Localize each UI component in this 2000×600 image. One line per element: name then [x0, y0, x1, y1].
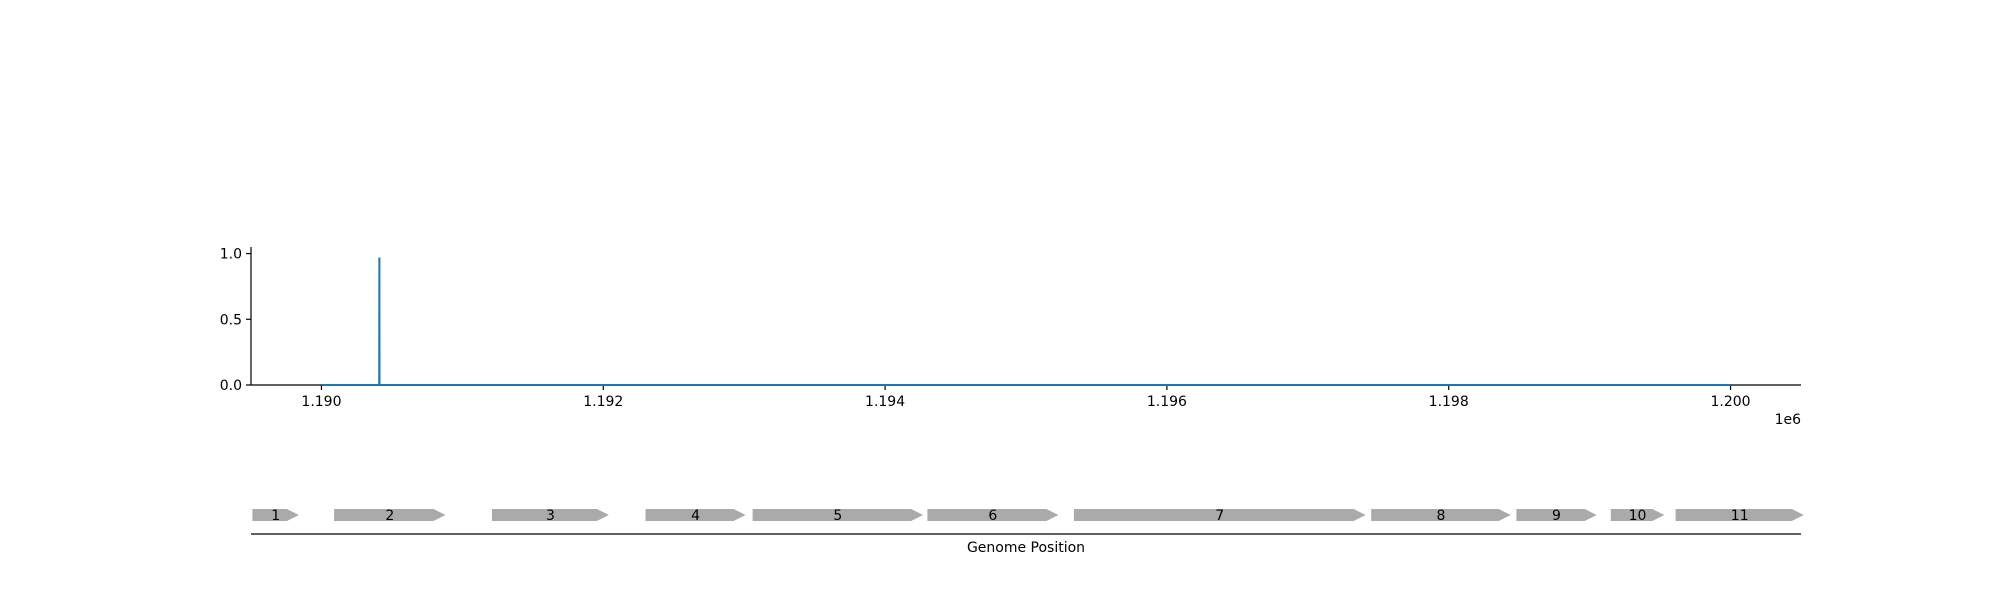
x-tick-label: 1.192	[583, 394, 623, 410]
gene-arrow	[252, 509, 299, 521]
gene-arrow	[752, 509, 924, 521]
gene-label: 6	[988, 508, 997, 524]
gene-arrow	[1073, 509, 1366, 521]
gene-arrow	[1610, 509, 1665, 521]
x-axis-label: Genome Position	[967, 540, 1085, 556]
gene-label: 1	[271, 508, 280, 524]
coverage-line	[321, 257, 1731, 386]
gene-label: 4	[691, 508, 700, 524]
x-tick-label: 1.198	[1429, 394, 1469, 410]
gene-label: 7	[1215, 508, 1224, 524]
gene-label: 9	[1552, 508, 1561, 524]
gene-arrows: 1 2 3 4 5 6 7 8 9 10 11	[252, 508, 1804, 524]
gene-label: 8	[1437, 508, 1446, 524]
x-tick-label: 1.190	[301, 394, 341, 410]
gene-arrow	[927, 509, 1059, 521]
y-tick-label: 0.0	[220, 378, 242, 394]
gene-label: 10	[1629, 508, 1647, 524]
x-ticks: 1.190 1.192 1.194 1.196 1.198 1.200	[301, 385, 1751, 410]
gene-track: 1 2 3 4 5 6 7 8 9 10 11 Genome Position	[251, 508, 1804, 556]
y-tick-label: 0.5	[220, 312, 242, 328]
x-tick-label: 1.200	[1710, 394, 1750, 410]
gene-arrow	[492, 509, 609, 521]
x-offset-label: 1e6	[1775, 412, 1802, 428]
coverage-plot: 0.0 0.5 1.0 1.190 1.192 1.194 1.196 1.198 1.200…	[220, 247, 1801, 428]
coverage-series	[321, 257, 1731, 386]
x-tick-label: 1.196	[1147, 394, 1187, 410]
gene-label: 11	[1731, 508, 1749, 524]
gene-label: 3	[546, 508, 555, 524]
y-tick-label: 1.0	[220, 247, 242, 263]
gene-arrow	[1675, 509, 1804, 521]
gene-arrow	[334, 509, 446, 521]
gene-arrow	[645, 509, 746, 521]
gene-label: 5	[833, 508, 842, 524]
y-ticks: 0.0 0.5 1.0	[220, 247, 251, 394]
gene-label: 2	[385, 508, 394, 524]
gene-arrow	[1516, 509, 1597, 521]
gene-arrow	[1371, 509, 1511, 521]
x-tick-label: 1.194	[865, 394, 905, 410]
